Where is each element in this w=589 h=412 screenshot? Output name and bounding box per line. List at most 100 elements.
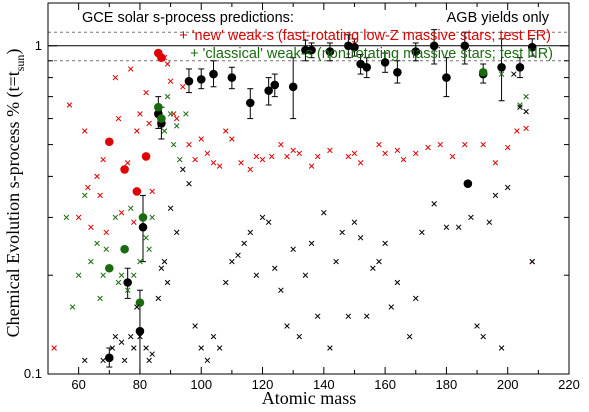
cross-marker xyxy=(278,141,284,148)
data-point xyxy=(157,114,166,123)
cross-stroke xyxy=(149,188,155,195)
data-point xyxy=(429,41,439,51)
cross-stroke xyxy=(109,345,116,351)
cross-marker xyxy=(327,147,333,154)
data-point xyxy=(120,244,129,254)
cross-marker xyxy=(376,258,382,265)
cross-stroke xyxy=(443,224,450,230)
x-tick-label: 220 xyxy=(558,377,580,392)
cross-stroke xyxy=(180,84,186,90)
cross-stroke xyxy=(514,128,520,134)
cross-stroke xyxy=(345,153,352,160)
y-axis-label: Chemical Evolution s-process % (t=tsun) xyxy=(3,49,27,338)
cross-stroke xyxy=(388,304,395,310)
cross-stroke xyxy=(394,279,401,286)
cross-marker xyxy=(112,333,119,340)
cross-stroke xyxy=(425,144,431,151)
cross-marker xyxy=(131,272,137,278)
cross-stroke xyxy=(363,313,370,319)
cross-marker xyxy=(321,209,327,216)
cross-marker xyxy=(308,240,315,247)
cross-marker xyxy=(118,339,125,345)
cross-stroke xyxy=(204,357,211,364)
cross-stroke xyxy=(259,214,266,221)
cross-stroke xyxy=(247,166,254,173)
cross-marker xyxy=(419,229,425,236)
cross-marker xyxy=(183,111,189,117)
data-point xyxy=(132,187,142,196)
cross-marker xyxy=(376,141,382,148)
data-point xyxy=(135,298,145,307)
cross-stroke xyxy=(523,93,529,100)
cross-marker xyxy=(115,115,122,122)
x-axis-label: Atomic mass xyxy=(262,388,357,408)
data-point xyxy=(104,353,114,363)
data-point xyxy=(120,165,129,174)
cross-stroke xyxy=(75,214,82,221)
cross-marker xyxy=(339,229,345,236)
cross-stroke xyxy=(210,160,217,166)
data-point xyxy=(527,42,537,52)
cross-marker xyxy=(134,128,140,134)
cross-marker xyxy=(127,333,134,340)
cross-marker xyxy=(149,214,155,221)
cross-stroke xyxy=(69,304,76,310)
cross-marker xyxy=(511,71,517,77)
cross-marker xyxy=(394,279,401,286)
data-point xyxy=(270,80,280,90)
cross-marker xyxy=(480,333,486,340)
cross-stroke xyxy=(164,279,171,286)
cross-marker xyxy=(462,141,468,148)
cross-marker xyxy=(82,357,88,364)
data-point xyxy=(123,278,132,287)
cross-marker xyxy=(333,258,339,265)
cross-stroke xyxy=(351,150,358,157)
cross-stroke xyxy=(131,272,137,278)
cross-stroke xyxy=(382,240,388,247)
legend-title: GCE solar s-process predictions: xyxy=(82,10,294,26)
cross-stroke xyxy=(314,313,321,319)
cross-stroke xyxy=(51,345,57,351)
cross-stroke xyxy=(115,115,122,122)
y-axis-label-main: Chemical Evolution s-process % (t=t xyxy=(3,71,24,337)
cross-stroke xyxy=(94,173,100,180)
data-point xyxy=(135,326,145,336)
cross-stroke xyxy=(161,258,168,265)
cross-marker xyxy=(514,128,520,134)
cross-stroke xyxy=(100,357,106,364)
cross-stroke xyxy=(143,89,149,96)
cross-stroke xyxy=(198,345,204,351)
data-point xyxy=(104,137,114,147)
cross-stroke xyxy=(437,141,444,148)
cross-marker xyxy=(443,224,450,230)
cross-stroke xyxy=(339,229,345,236)
cross-stroke xyxy=(400,156,407,163)
cross-stroke xyxy=(268,153,275,160)
cross-stroke xyxy=(63,214,70,221)
cross-marker xyxy=(161,128,168,134)
cross-marker xyxy=(455,224,462,230)
cross-stroke xyxy=(192,323,198,329)
cross-stroke xyxy=(149,351,155,357)
data-point xyxy=(104,263,114,273)
cross-marker xyxy=(167,78,174,84)
cross-marker xyxy=(127,66,134,72)
data-point xyxy=(362,62,372,72)
cross-marker xyxy=(88,224,94,230)
data-point xyxy=(411,47,421,56)
cross-stroke xyxy=(333,258,339,265)
data-point xyxy=(478,68,488,77)
cross-marker xyxy=(382,240,388,247)
cross-stroke xyxy=(112,214,119,221)
cross-marker xyxy=(345,313,352,319)
cross-marker xyxy=(97,295,103,302)
cross-marker xyxy=(363,313,370,319)
cross-marker xyxy=(112,74,119,81)
x-tick-label: 180 xyxy=(436,377,458,392)
cross-stroke xyxy=(134,128,140,134)
cross-marker xyxy=(164,279,171,286)
series xyxy=(63,71,529,310)
cross-marker xyxy=(112,214,119,221)
data-point xyxy=(325,47,335,56)
cross-stroke xyxy=(272,265,278,271)
